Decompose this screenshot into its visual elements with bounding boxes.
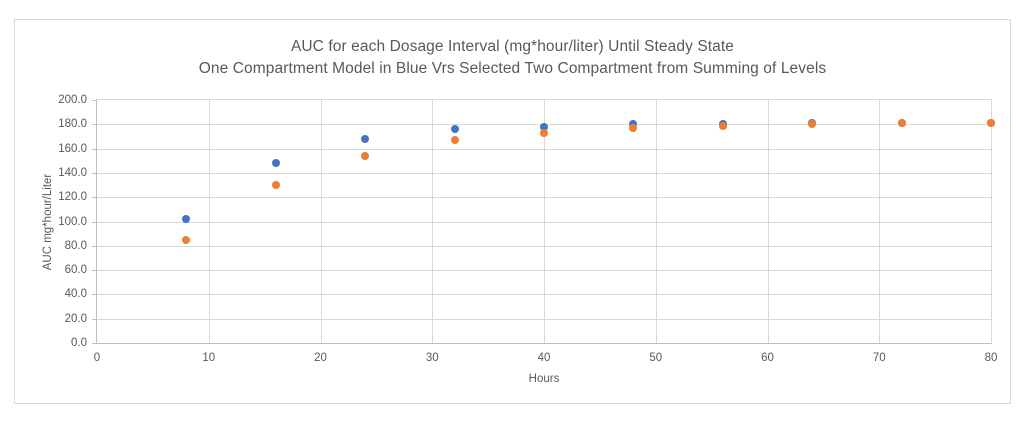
x-tick-label: 10 [202,352,216,364]
data-point-orange [808,120,817,129]
y-axis-title: AUC mg*hour/Liter [42,173,54,270]
y-tick-mark [92,221,97,223]
data-point-orange [629,123,638,132]
data-point-blue [271,159,280,168]
x-gridline [432,100,434,343]
data-point-blue [540,122,548,131]
data-point-blue [361,134,370,143]
data-point-blue [182,215,191,224]
plot-area: AUC mg*hour/Liter 0.0 20.0 40.0 60.0 80.0 100… [42,94,997,364]
x-gridline [879,100,881,343]
y-tick-mark [92,124,97,126]
data-point-orange [987,119,995,128]
x-gridline [544,100,545,343]
data-point-orange [540,128,548,137]
chart-title: AUC for each Dosage Interval (mg*hour/li… [15,36,1010,80]
y-tick-label: 60.0 [64,264,87,277]
data-point-orange [718,121,727,130]
data-point-orange [361,151,370,160]
y-tick-mark [92,148,97,150]
y-tick-label: 180.0 [58,118,87,131]
data-point-orange [450,136,459,145]
x-tick-label: 20 [314,352,327,364]
x-gridline [208,100,210,343]
x-tick-label: 60 [761,352,774,364]
y-tick-mark [92,245,97,247]
x-tick-label: 0 [93,352,101,364]
y-tick-mark [92,100,97,101]
y-tick-mark [92,318,97,320]
y-tick-label: 100.0 [58,215,87,228]
x-gridline [655,100,657,343]
y-tick-label: 120.0 [58,191,87,204]
x-tick-label: 30 [425,352,439,364]
y-tick-label: 20.0 [64,312,87,325]
data-point-orange [897,119,906,128]
chart: AUC for each Dosage Interval (mg*hour/li… [14,19,1011,404]
chart-title-line1: AUC for each Dosage Interval (mg*hour/li… [290,38,735,55]
y-tick-label: 40.0 [64,288,87,301]
x-gridline [767,100,769,343]
y-tick-label: 160.0 [58,142,87,155]
x-tick-label: 80 [984,352,998,364]
y-tick-label: 140.0 [58,166,87,179]
x-tick-label: 70 [872,352,886,364]
y-tick-mark [92,343,97,344]
x-tick-label: 40 [537,352,551,364]
y-tick-mark [92,294,97,296]
x-gridline [320,100,322,343]
y-tick-label: 200.0 [58,94,87,106]
x-axis-title: Hours [528,373,560,385]
y-tick-mark [92,270,97,272]
y-tick-label: 0.0 [71,337,87,349]
y-tick-label: 80.0 [64,239,87,252]
y-tick-mark [92,197,97,199]
x-tick-label: 50 [649,352,663,364]
y-tick-mark [92,172,97,174]
data-point-blue [450,125,459,134]
chart-title-line2: One Compartment Model in Blue Vrs Select… [198,60,827,77]
data-point-orange [271,181,280,190]
data-point-orange [182,235,191,244]
